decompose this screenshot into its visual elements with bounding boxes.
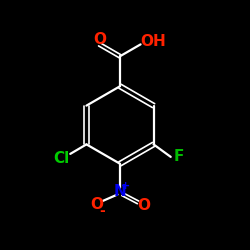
Text: N: N (114, 184, 126, 199)
Text: O: O (90, 198, 103, 212)
Text: O: O (137, 198, 150, 213)
Text: -: - (100, 204, 105, 218)
Text: Cl: Cl (54, 151, 70, 166)
Text: F: F (174, 149, 184, 164)
Text: OH: OH (141, 34, 167, 50)
Text: O: O (93, 32, 106, 48)
Text: +: + (121, 181, 130, 191)
